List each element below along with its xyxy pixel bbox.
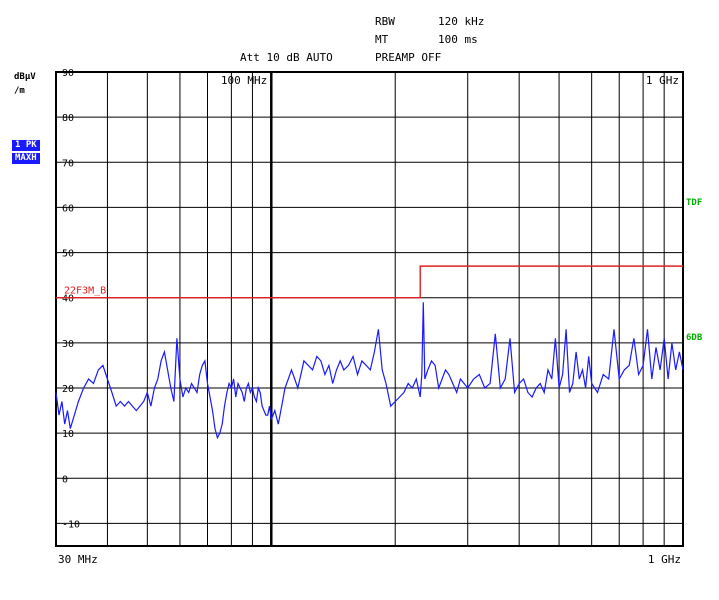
mt-value: 100 ms [438,33,478,46]
y-tick-label: 40 [62,294,74,305]
y-tick-label: 30 [62,339,74,350]
x-max-label: 1 GHz [648,553,681,566]
x-min-label: 30 MHz [58,553,98,566]
y-tick-label: 90 [62,68,74,79]
top-freq-label: 1 GHz [646,74,679,87]
y-tick-label: 0 [62,474,68,485]
trace-badge: 1 PK [12,140,40,151]
unit-label-line1: dBµV [14,72,36,82]
limit-line [56,265,683,299]
y-tick-label: 80 [62,113,74,124]
preamp-label: PREAMP OFF [375,51,442,64]
rbw-value: 120 kHz [438,15,485,28]
y-tick-label: -10 [62,519,80,530]
spectrum-trace [55,302,684,440]
y-tick-label: 70 [62,158,74,169]
plot-frame [55,71,684,547]
limit-line-label: 22F3M_B [64,286,106,297]
rbw-label: RBW [375,15,395,28]
y-tick-label: 20 [62,384,74,395]
top-freq-label: 100 MHz [221,74,267,87]
y-tick-label: 60 [62,203,74,214]
attenuation-label: Att 10 dB AUTO [240,51,333,64]
side-db-label: 6DB [686,333,703,343]
mt-label: MT [375,33,389,46]
y-tick-label: 50 [62,249,74,260]
unit-label-line2: /m [14,86,25,96]
y-tick-label: 10 [62,429,74,440]
tdf-label: TDF [686,198,703,208]
detector-badge: MAXH [12,153,40,164]
